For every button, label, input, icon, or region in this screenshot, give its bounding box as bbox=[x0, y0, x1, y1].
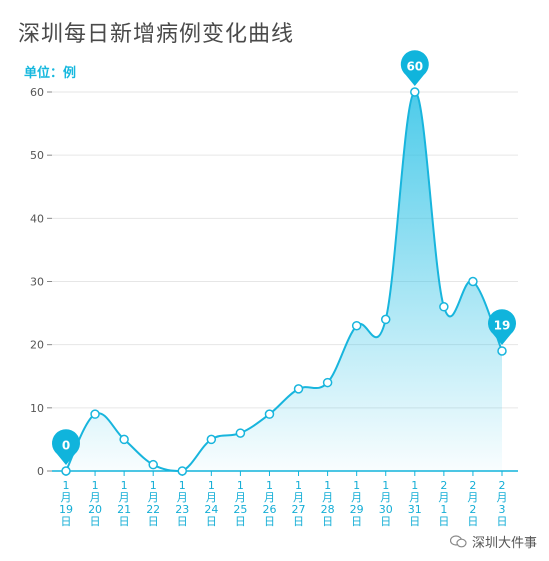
y-tick-label: 30 bbox=[30, 276, 44, 289]
data-points bbox=[61, 87, 507, 476]
data-point bbox=[206, 434, 217, 445]
data-point bbox=[468, 276, 478, 287]
value-pin: 19 bbox=[488, 309, 516, 345]
x-tick-label: 1 月 29 日 bbox=[350, 479, 364, 528]
x-tick-label: 1 月 23 日 bbox=[175, 479, 189, 528]
x-tick-label: 1 月 27 日 bbox=[292, 479, 306, 528]
y-tick-label: 0 bbox=[37, 465, 44, 478]
data-point bbox=[119, 434, 129, 445]
value-pin: 0 bbox=[52, 429, 81, 465]
x-tick-label: 1 月 30 日 bbox=[379, 479, 393, 528]
x-tick-label: 1 月 20 日 bbox=[88, 479, 102, 528]
data-point bbox=[293, 384, 304, 394]
chart-title: 深圳每日新增病例变化曲线 bbox=[18, 22, 295, 47]
data-point bbox=[351, 320, 362, 331]
data-point bbox=[380, 314, 391, 325]
chat-bubbles-icon bbox=[449, 535, 467, 548]
x-tick-label: 1 月 19 日 bbox=[59, 479, 73, 528]
data-point bbox=[177, 466, 188, 476]
data-point bbox=[264, 409, 275, 419]
area-fill bbox=[66, 91, 502, 472]
data-point bbox=[61, 466, 71, 476]
y-tick-label: 40 bbox=[30, 212, 44, 225]
pin-label: 60 bbox=[406, 60, 423, 74]
x-tick-label: 1 月 28 日 bbox=[321, 479, 335, 528]
data-point bbox=[439, 302, 449, 312]
value-pins: 0 60 19 bbox=[52, 50, 516, 465]
x-tick-label: 1 月 21 日 bbox=[117, 479, 131, 528]
y-axis: 0 10 20 30 40 50 60 bbox=[30, 86, 52, 478]
y-tick-label: 50 bbox=[30, 149, 44, 162]
x-tick-label: 1 月 22 日 bbox=[146, 479, 160, 528]
data-point bbox=[148, 459, 158, 470]
x-axis: 1 月 19 日 1 月 20 日 1 月 21 日 1 月 22 日 1 月 23 日 1 月 24 日 1 月 25 日 1 月 26 日… bbox=[52, 470, 518, 528]
data-point bbox=[235, 428, 246, 438]
y-tick-label: 10 bbox=[30, 402, 44, 415]
watermark-text: 深圳大件事 bbox=[471, 536, 537, 551]
data-point bbox=[410, 87, 420, 97]
pin-label: 0 bbox=[62, 439, 70, 453]
y-tick-label: 20 bbox=[30, 339, 44, 352]
y-unit-label: 单位：例 bbox=[24, 66, 77, 81]
data-point bbox=[322, 377, 333, 388]
x-tick-label: 1 月 25 日 bbox=[233, 479, 247, 528]
watermark: 深圳大件事 bbox=[449, 532, 537, 551]
y-tick-label: 60 bbox=[30, 86, 44, 99]
x-tick-label: 1 月 31 日 bbox=[408, 479, 422, 528]
data-point bbox=[90, 409, 100, 419]
value-pin: 60 bbox=[400, 50, 429, 86]
pin-label: 19 bbox=[494, 318, 511, 332]
x-tick-label: 1 月 24 日 bbox=[204, 479, 218, 528]
x-tick-label: 1 月 26 日 bbox=[262, 479, 276, 528]
data-point bbox=[497, 346, 507, 356]
